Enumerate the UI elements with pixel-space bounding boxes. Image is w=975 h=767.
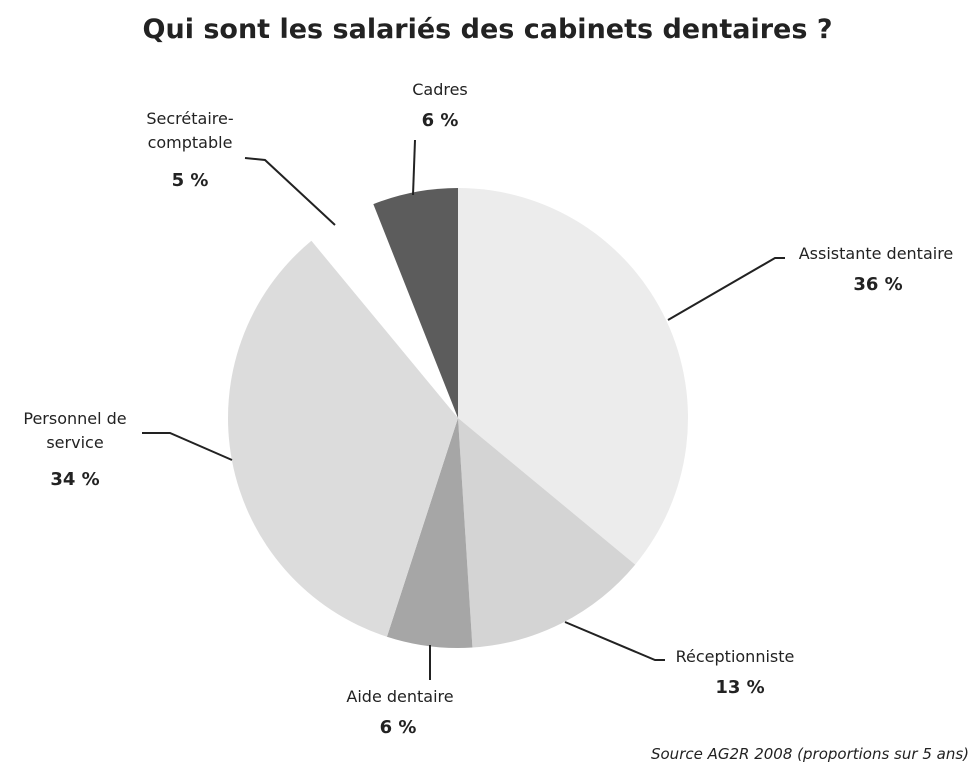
value-label: 36 % xyxy=(853,274,903,295)
slice-label: Cadres xyxy=(412,80,468,99)
slice-label: Secrétaire-comptable xyxy=(146,109,234,152)
leader-line xyxy=(667,257,785,321)
slice-label: Aide dentaire xyxy=(346,687,454,706)
value-label: 6 % xyxy=(421,110,459,131)
value-label: 6 % xyxy=(379,717,417,738)
pie-slice xyxy=(300,185,447,400)
value-label: 34 % xyxy=(50,469,100,490)
leader-line xyxy=(244,157,336,226)
leader-line xyxy=(142,432,233,461)
pie-slice xyxy=(373,188,458,418)
slice-label: Assistante dentaire xyxy=(798,244,954,263)
slice-label: Réceptionniste xyxy=(675,647,795,666)
pie-slice xyxy=(386,418,473,648)
source-note: Source AG2R 2008 (proportions sur 5 ans) xyxy=(650,745,969,763)
pie-slice xyxy=(458,418,636,648)
value-label: 13 % xyxy=(715,677,765,698)
pie-slice xyxy=(458,188,688,565)
leader-line xyxy=(412,139,416,196)
chart-title: Qui sont les salariés des cabinets denta… xyxy=(142,14,833,45)
slice-label: Personnel de service xyxy=(23,409,127,452)
value-label: 5 % xyxy=(171,170,209,191)
leader-line xyxy=(564,621,665,661)
pie-slice xyxy=(228,240,458,637)
